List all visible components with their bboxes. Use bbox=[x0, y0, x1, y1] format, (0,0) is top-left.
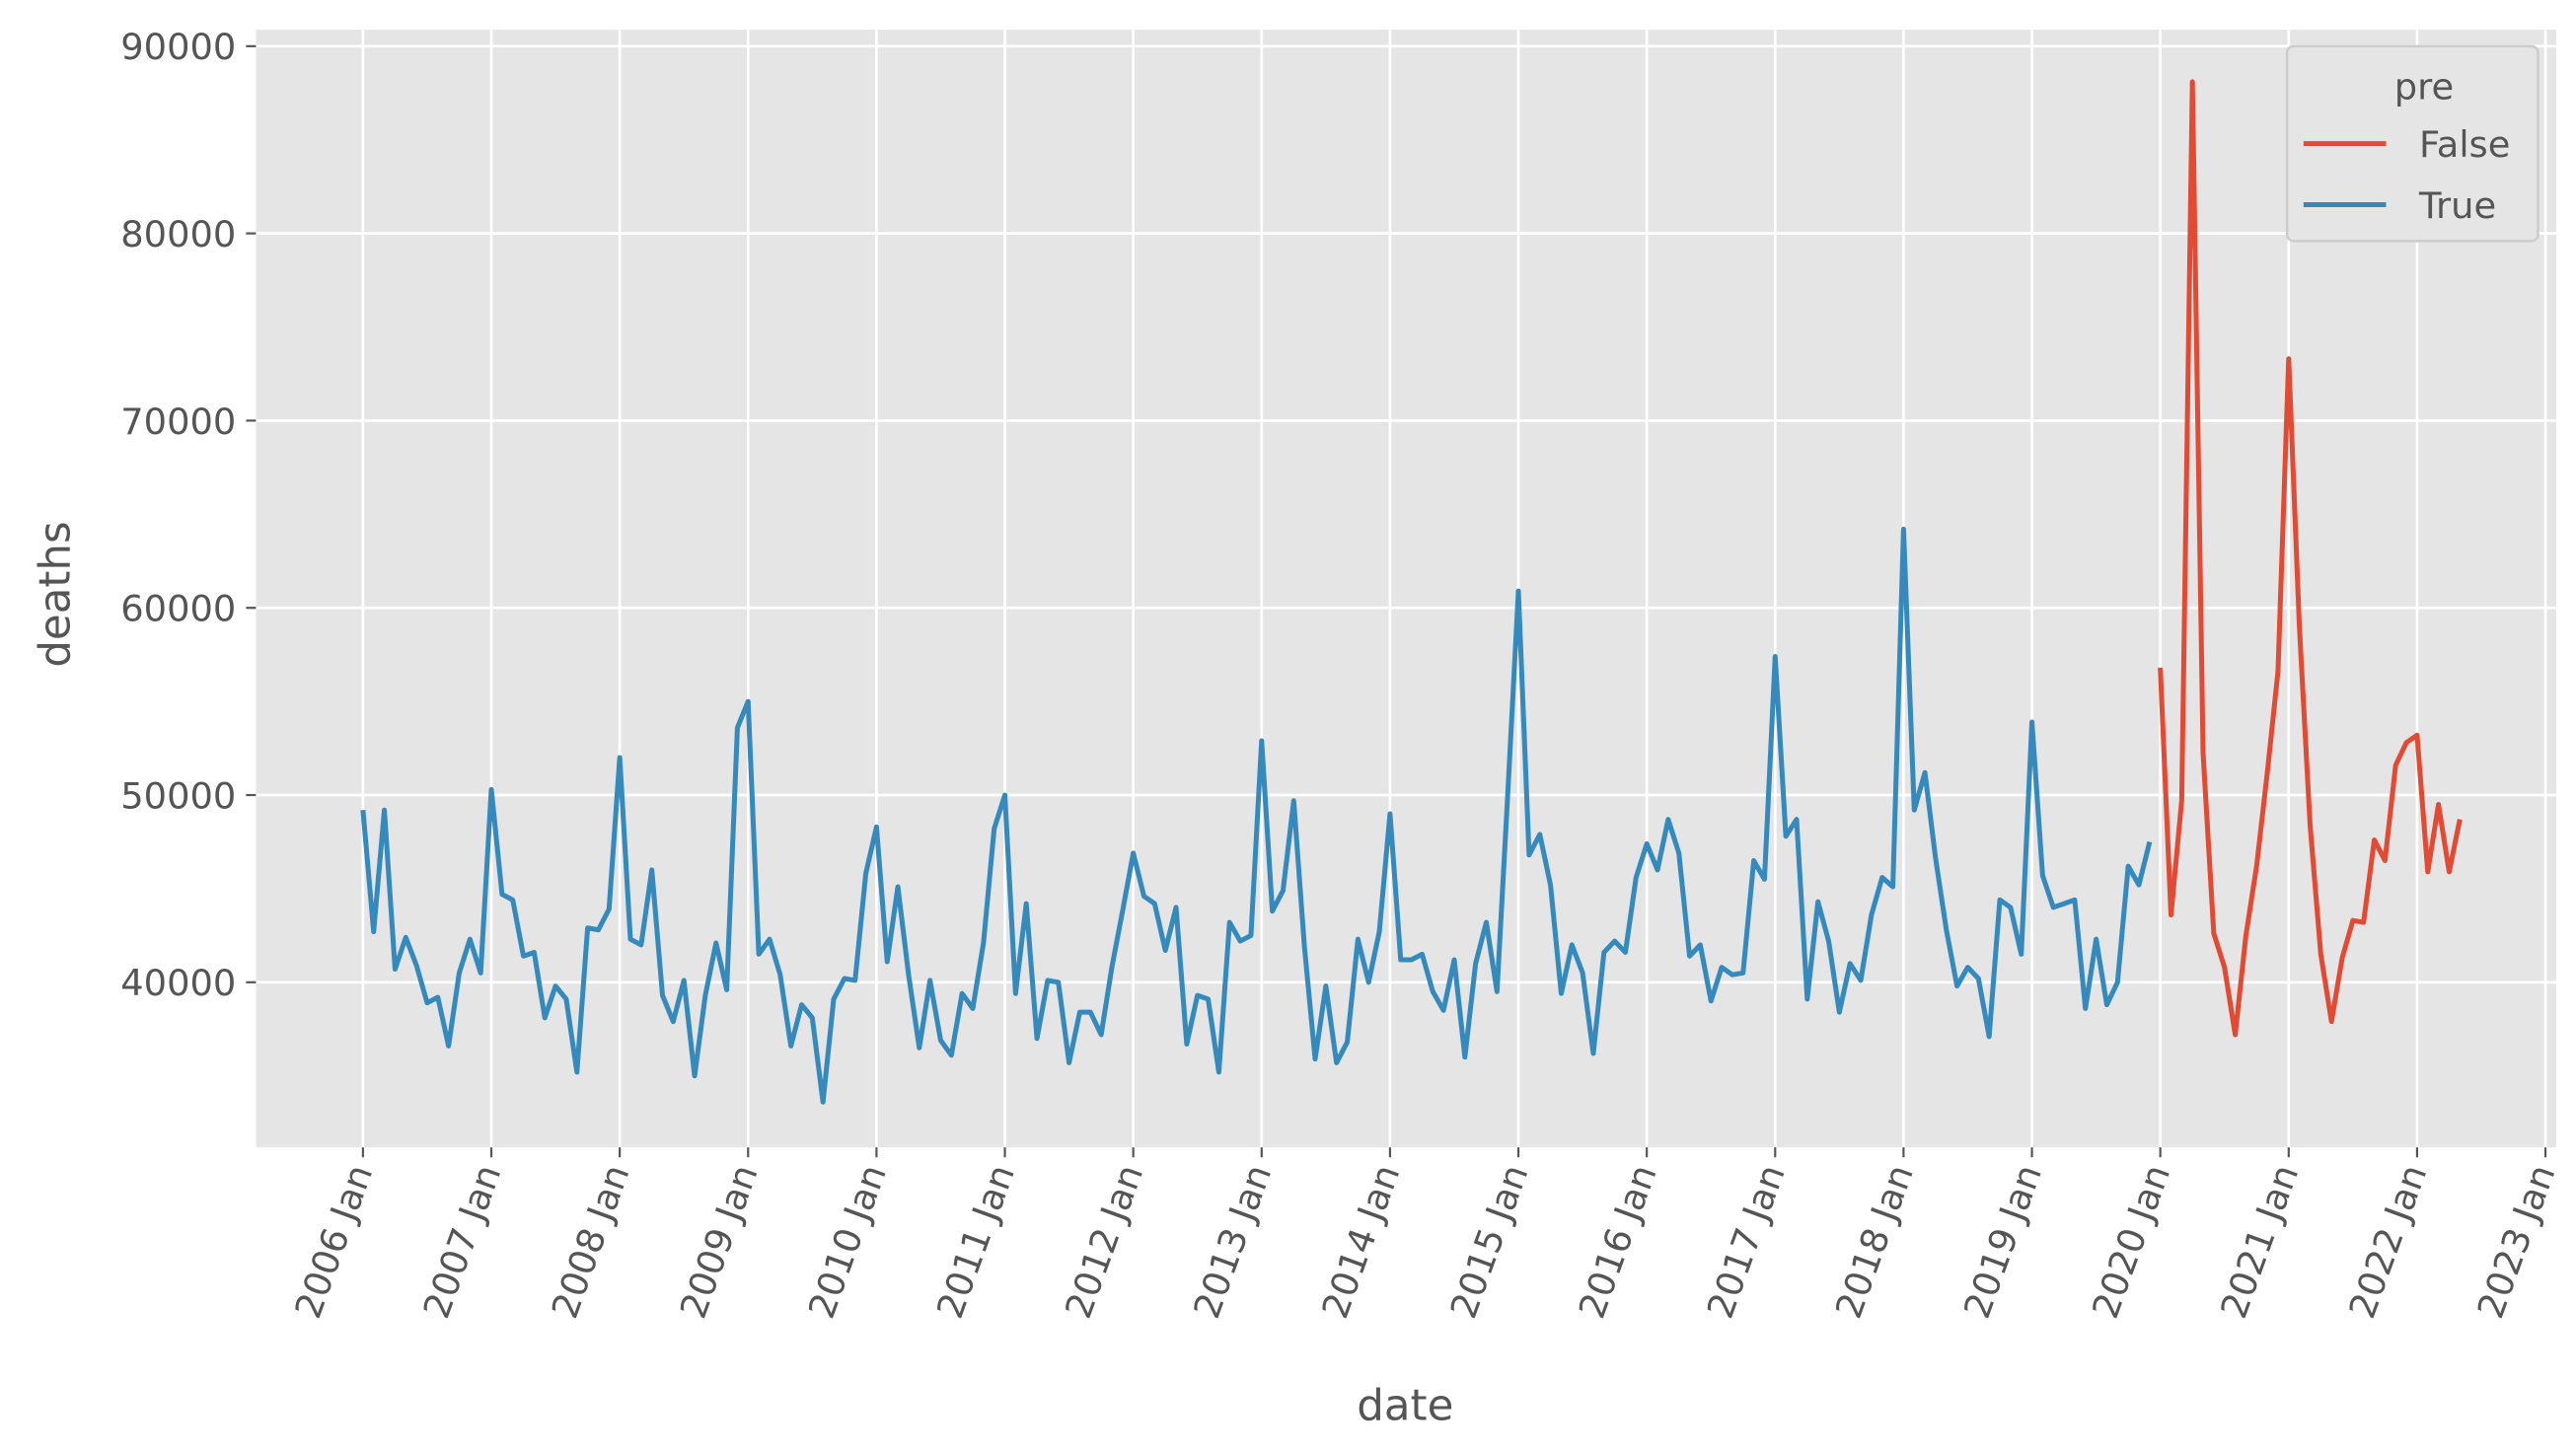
x-tick-label: 2011 Jan bbox=[928, 1159, 1023, 1324]
legend-box bbox=[2285, 44, 2539, 243]
x-tick-label: 2015 Jan bbox=[1442, 1159, 1537, 1324]
x-tick-label: 2021 Jan bbox=[2212, 1159, 2307, 1324]
x-tick-label: 2007 Jan bbox=[415, 1159, 510, 1324]
x-tick-label: 2012 Jan bbox=[1057, 1159, 1151, 1324]
plot-area bbox=[256, 30, 2556, 1148]
y-tick-label: 60000 bbox=[120, 588, 236, 630]
x-tick-label: 2022 Jan bbox=[2341, 1159, 2436, 1324]
x-tick-label: 2006 Jan bbox=[287, 1159, 382, 1324]
x-axis-label: date bbox=[1357, 1381, 1453, 1430]
x-tick-label: 2017 Jan bbox=[1699, 1159, 1794, 1324]
y-tick-label: 90000 bbox=[120, 26, 236, 68]
legend-label: True bbox=[2418, 184, 2496, 227]
series-line bbox=[2158, 79, 2463, 1038]
x-tick-label: 2009 Jan bbox=[672, 1159, 767, 1324]
x-tick-label: 2020 Jan bbox=[2084, 1159, 2178, 1324]
y-tick-label: 40000 bbox=[120, 962, 236, 1004]
x-tick-label: 2016 Jan bbox=[1571, 1159, 1665, 1324]
y-tick-label: 70000 bbox=[120, 400, 236, 443]
y-axis-label: deaths bbox=[31, 521, 80, 667]
legend-label: False bbox=[2419, 123, 2510, 166]
x-tick-label: 2019 Jan bbox=[1955, 1159, 2050, 1324]
grid bbox=[256, 30, 2556, 1148]
legend: pre False True bbox=[2285, 44, 2539, 243]
y-tick-label: 80000 bbox=[120, 213, 236, 255]
x-tick-label: 2014 Jan bbox=[1314, 1159, 1409, 1324]
x-tick-label: 2013 Jan bbox=[1185, 1159, 1280, 1324]
x-tick-label: 2023 Jan bbox=[2469, 1159, 2564, 1324]
x-tick-label: 2010 Jan bbox=[800, 1159, 895, 1324]
lines bbox=[360, 79, 2463, 1105]
y-tick-label: 50000 bbox=[120, 774, 236, 817]
x-tick-label: 2018 Jan bbox=[1827, 1159, 1922, 1324]
legend-title: pre bbox=[2394, 65, 2454, 108]
series-line bbox=[360, 526, 2153, 1105]
x-tick-label: 2008 Jan bbox=[544, 1159, 638, 1324]
